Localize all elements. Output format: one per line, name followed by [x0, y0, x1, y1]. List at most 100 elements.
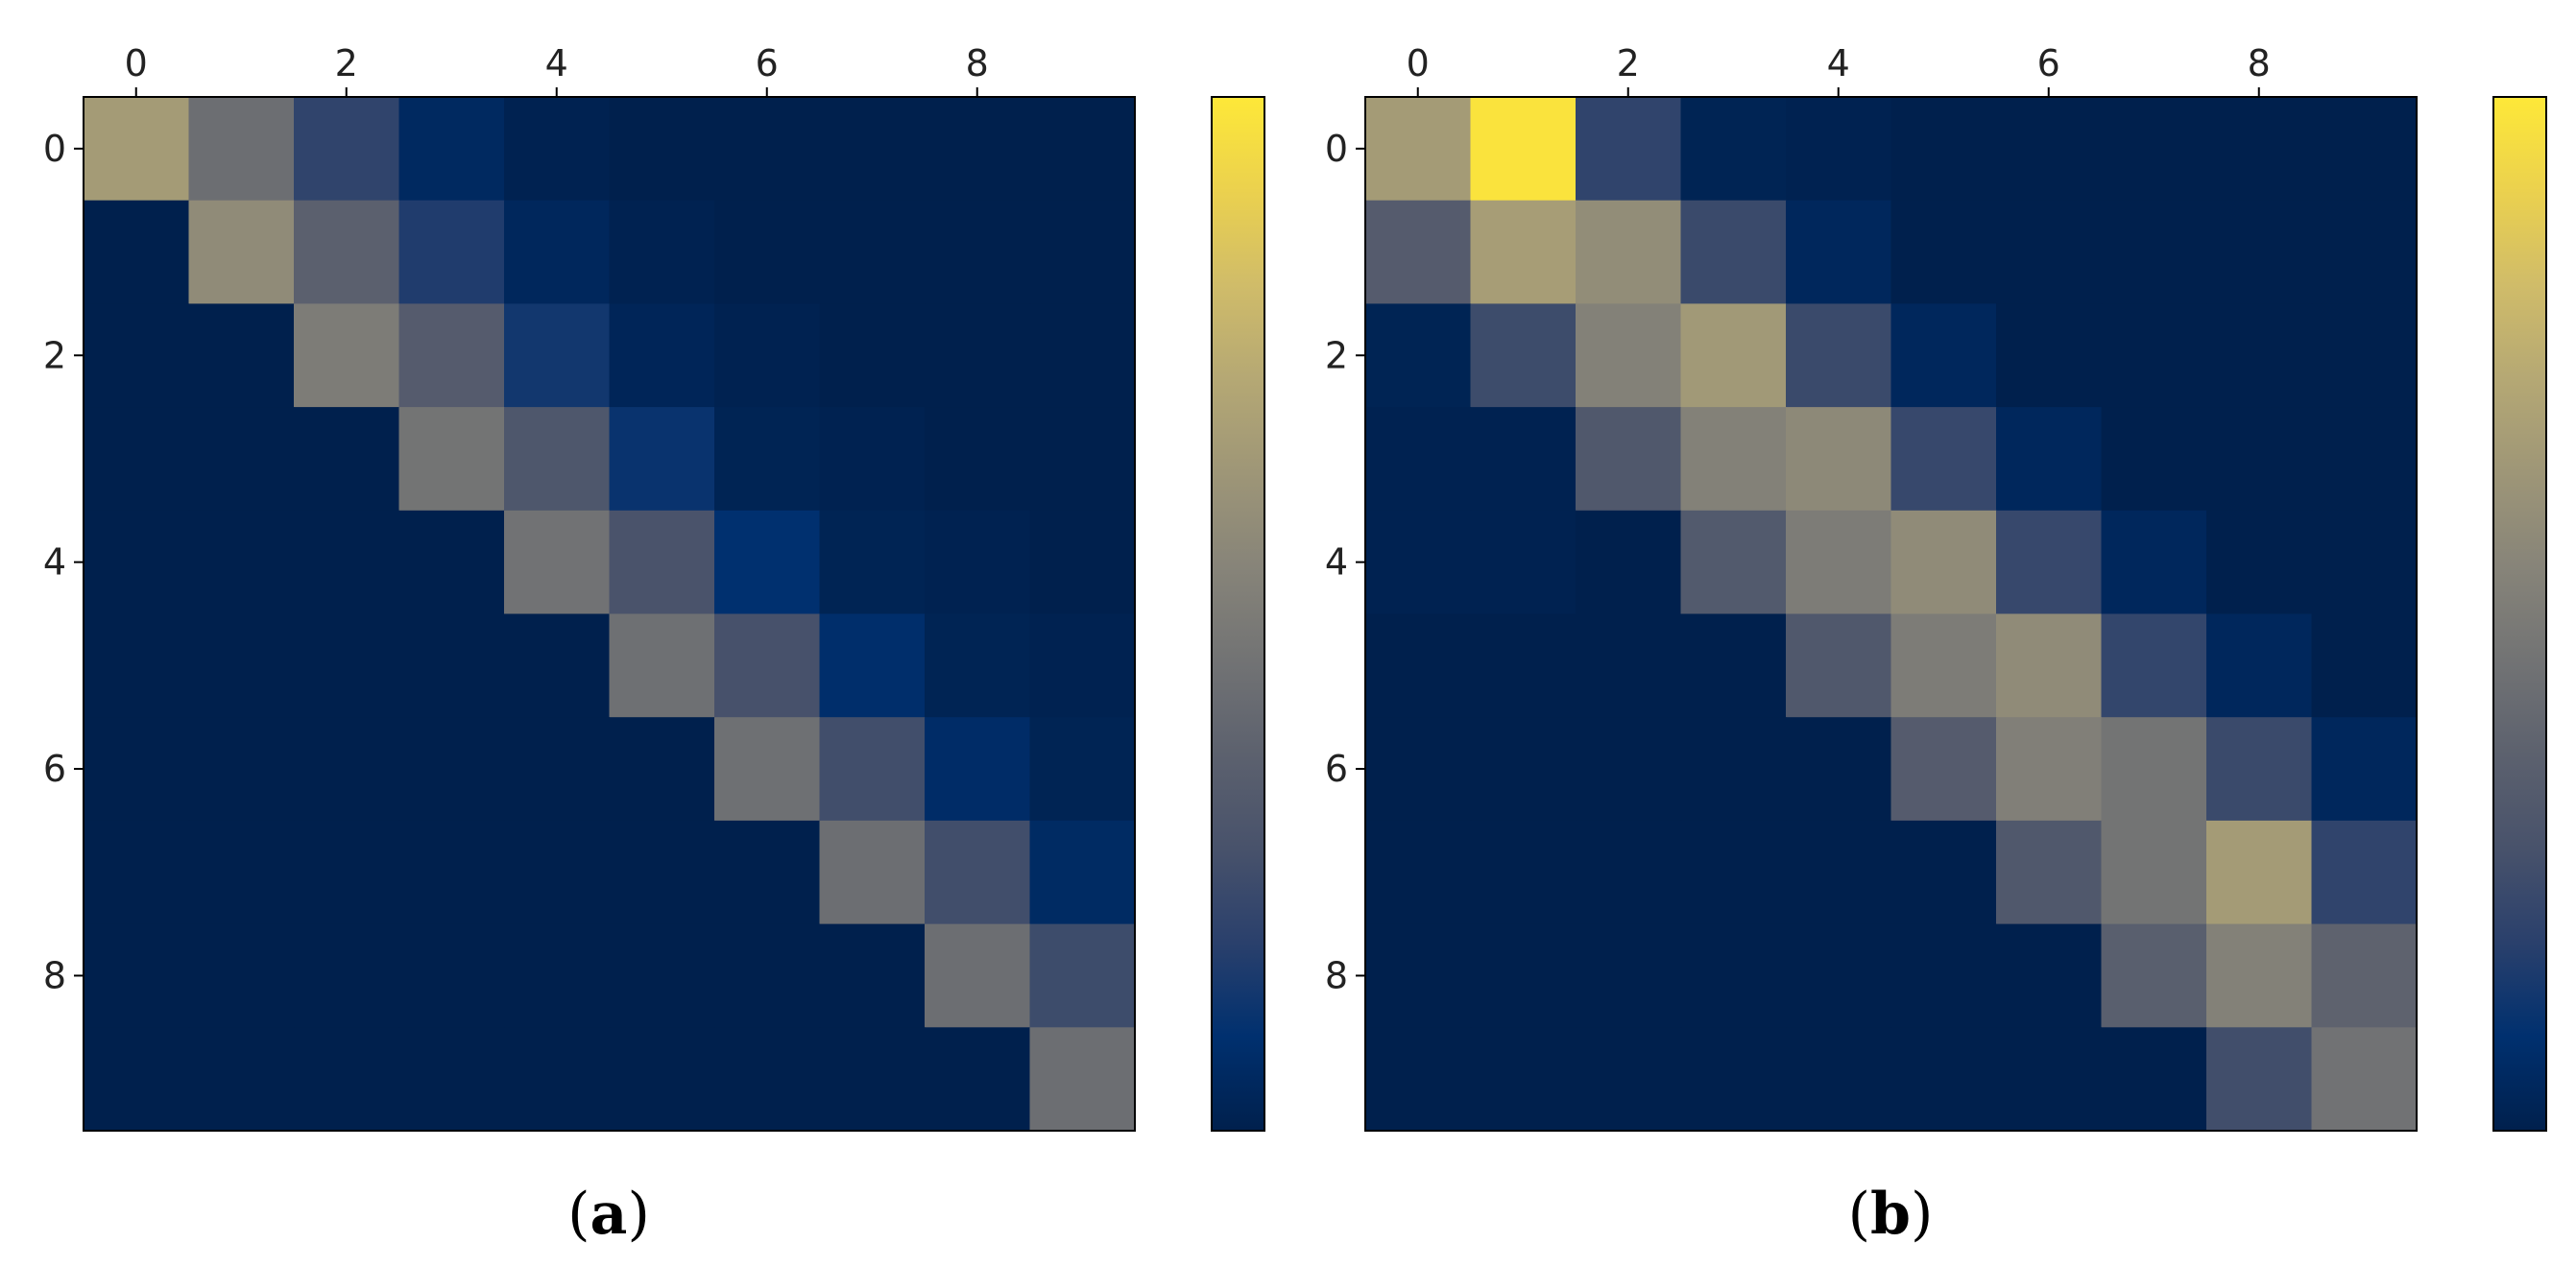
heatmap-cell-b-r8-c2	[1576, 923, 1682, 1028]
heatmap-cell-a-r9-c9	[1029, 1027, 1136, 1132]
heatmap-cell-a-r6-c6	[714, 717, 821, 822]
heatmap-cell-b-r1-c8	[2206, 200, 2313, 304]
heatmap-cell-a-r5-c3	[398, 613, 505, 718]
heatmap-cell-a-r8-c6	[714, 923, 821, 1028]
heatmap-cell-a-r0-c8	[925, 97, 1031, 202]
x-tick-label-a-4: 4	[545, 42, 568, 84]
heatmap-cell-b-r1-c9	[2311, 200, 2418, 304]
heatmap-cell-a-r5-c0	[84, 613, 190, 718]
heatmap-cell-b-r5-c7	[2101, 613, 2207, 718]
heatmap-cell-a-r4-c2	[294, 510, 400, 615]
y-tick-label-a-2: 2	[43, 334, 66, 376]
heatmap-cell-a-r2-c2	[294, 303, 400, 408]
colorbar-gradient-a	[1212, 97, 1264, 1131]
heatmap-cell-b-r9-c7	[2101, 1027, 2207, 1132]
colorbar-a	[1211, 96, 1265, 1132]
heatmap-cell-a-r9-c8	[925, 1027, 1031, 1132]
heatmap-cell-a-r8-c7	[819, 923, 926, 1028]
heatmap-cell-b-r6-c9	[2311, 717, 2418, 822]
heatmap-cell-b-r9-c2	[1576, 1027, 1682, 1132]
heatmap-cell-a-r7-c3	[398, 820, 505, 925]
heatmap-cell-b-r9-c8	[2206, 1027, 2313, 1132]
heatmap-cell-b-r8-c6	[1996, 923, 2103, 1028]
heatmap-cell-b-r5-c0	[1365, 613, 1472, 718]
heatmap-cell-b-r8-c3	[1680, 923, 1787, 1028]
heatmap-cell-b-r7-c2	[1576, 820, 1682, 925]
heatmap-cell-a-r0-c7	[819, 97, 926, 202]
heatmap-cell-a-r6-c9	[1029, 717, 1136, 822]
heatmap-cell-b-r9-c3	[1680, 1027, 1787, 1132]
heatmap-cell-a-r3-c1	[188, 407, 295, 512]
heatmap-cell-b-r6-c4	[1786, 717, 1892, 822]
heatmap-cell-a-r2-c8	[925, 303, 1031, 408]
heatmap-cell-a-r5-c2	[294, 613, 400, 718]
heatmap-cell-b-r0-c9	[2311, 97, 2418, 202]
heatmap-cell-a-r8-c5	[609, 923, 715, 1028]
heatmap-cell-b-r7-c0	[1365, 820, 1472, 925]
heatmap-cell-a-r4-c3	[398, 510, 505, 615]
y-tick-label-b-0: 0	[1325, 128, 1348, 170]
heatmap-cell-b-r8-c0	[1365, 923, 1472, 1028]
heatmap-cell-a-r7-c1	[188, 820, 295, 925]
heatmap-cell-a-r6-c3	[398, 717, 505, 822]
heatmap-cell-b-r0-c2	[1576, 97, 1682, 202]
heatmap-cell-a-r6-c4	[504, 717, 611, 822]
heatmap-cell-a-r4-c9	[1029, 510, 1136, 615]
heatmap-cell-b-r5-c1	[1470, 613, 1577, 718]
heatmap-cell-b-r7-c4	[1786, 820, 1892, 925]
heatmap-cell-a-r5-c6	[714, 613, 821, 718]
heatmap-cell-b-r6-c8	[2206, 717, 2313, 822]
heatmap-cell-b-r6-c2	[1576, 717, 1682, 822]
heatmap-cell-a-r3-c8	[925, 407, 1031, 512]
heatmap-cell-b-r4-c7	[2101, 510, 2207, 615]
heatmap-cell-b-r1-c6	[1996, 200, 2103, 304]
colorbar-gradient-b	[2493, 97, 2546, 1131]
heatmap-cell-b-r1-c4	[1786, 200, 1892, 304]
heatmap-cell-a-r9-c6	[714, 1027, 821, 1132]
heatmap-cell-a-r2-c5	[609, 303, 715, 408]
panel-caption-a: (a)	[567, 1181, 650, 1248]
heatmap-cell-a-r7-c9	[1029, 820, 1136, 925]
heatmap-cell-a-r8-c1	[188, 923, 295, 1028]
heatmap-cell-b-r9-c6	[1996, 1027, 2103, 1132]
heatmap-cell-b-r2-c9	[2311, 303, 2418, 408]
heatmap-cell-a-r7-c0	[84, 820, 190, 925]
heatmap-cell-b-r1-c1	[1470, 200, 1577, 304]
heatmap-cell-b-r1-c0	[1365, 200, 1472, 304]
heatmap-cell-b-r1-c2	[1576, 200, 1682, 304]
y-tick-label-a-6: 6	[43, 748, 66, 790]
heatmap-cell-b-r9-c1	[1470, 1027, 1577, 1132]
heatmap-cell-b-r5-c9	[2311, 613, 2418, 718]
heatmap-cell-b-r3-c0	[1365, 407, 1472, 512]
heatmap-cell-b-r6-c1	[1470, 717, 1577, 822]
heatmap-cells-b	[1365, 97, 2418, 1132]
heatmap-cell-b-r0-c0	[1365, 97, 1472, 202]
heatmap-panel-b: 0 2 4 6 8 0 2 4 6 8 (b)	[1325, 42, 2547, 1248]
heatmap-cell-b-r7-c7	[2101, 820, 2207, 925]
heatmap-cell-a-r7-c2	[294, 820, 400, 925]
heatmap-cell-b-r3-c5	[1890, 407, 1997, 512]
colorbar-frame-a	[1211, 96, 1265, 1132]
heatmap-cell-b-r6-c0	[1365, 717, 1472, 822]
heatmap-cell-b-r2-c6	[1996, 303, 2103, 408]
heatmap-cell-a-r7-c8	[925, 820, 1031, 925]
x-tick-label-b-4: 4	[1827, 42, 1850, 84]
heatmap-cell-b-r9-c5	[1890, 1027, 1997, 1132]
heatmap-cell-a-r4-c8	[925, 510, 1031, 615]
heatmap-cell-a-r4-c4	[504, 510, 611, 615]
heatmap-cell-a-r1-c9	[1029, 200, 1136, 304]
heatmap-cell-a-r5-c1	[188, 613, 295, 718]
heatmap-cell-b-r8-c4	[1786, 923, 1892, 1028]
heatmap-cell-b-r8-c8	[2206, 923, 2313, 1028]
heatmap-cell-a-r9-c0	[84, 1027, 190, 1132]
heatmap-cell-a-r7-c6	[714, 820, 821, 925]
x-tick-label-b-2: 2	[1617, 42, 1640, 84]
heatmap-cell-b-r0-c3	[1680, 97, 1787, 202]
y-tick-label-a-4: 4	[43, 541, 66, 584]
heatmap-cell-a-r8-c3	[398, 923, 505, 1028]
heatmap-cell-b-r1-c3	[1680, 200, 1787, 304]
heatmap-cell-b-r0-c5	[1890, 97, 1997, 202]
heatmap-cell-b-r5-c8	[2206, 613, 2313, 718]
heatmap-cell-a-r7-c7	[819, 820, 926, 925]
